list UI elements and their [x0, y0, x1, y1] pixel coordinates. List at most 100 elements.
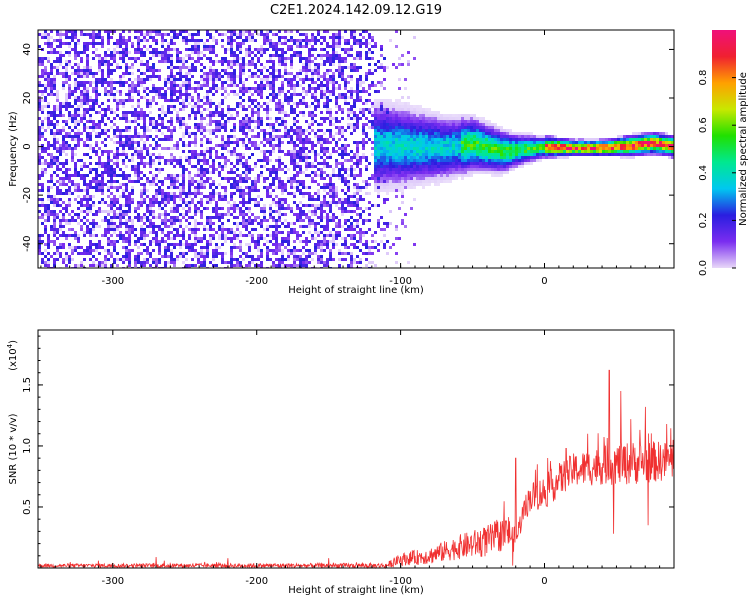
- spectrogram-cell: [104, 81, 107, 84]
- spectrogram-cell: [113, 60, 116, 63]
- spectrogram-cell: [254, 147, 257, 150]
- spectrogram-cell: [95, 180, 98, 183]
- spectrogram-cell: [41, 252, 44, 255]
- spectrogram-cell: [65, 72, 68, 75]
- spectrogram-cell: [326, 192, 329, 195]
- spectrogram-cell: [323, 225, 326, 228]
- spectrogram-cell: [311, 69, 314, 72]
- spectrogram-cell: [329, 111, 332, 114]
- spectrogram-cell: [125, 141, 128, 144]
- spectrogram-cell: [377, 117, 380, 120]
- spectrogram-cell: [281, 42, 284, 45]
- spectrogram-cell: [257, 258, 260, 261]
- spectrogram-cell: [188, 171, 191, 174]
- spectrogram-cell: [290, 84, 293, 87]
- spectrogram-cell: [143, 78, 146, 81]
- spectrogram-cell: [260, 255, 263, 258]
- spectrogram-cell: [311, 36, 314, 39]
- spectrogram-cell: [188, 189, 191, 192]
- spectrogram-cell: [329, 81, 332, 84]
- spectrogram-cell: [341, 132, 344, 135]
- spectrogram-cell: [134, 180, 137, 183]
- spectrogram-cell: [317, 243, 320, 246]
- spectrogram-cell: [101, 171, 104, 174]
- spectrogram-cell: [248, 30, 251, 33]
- spectrogram-cell: [302, 264, 305, 267]
- spectrogram-cell: [221, 207, 224, 210]
- spectrogram-cell: [224, 192, 227, 195]
- spectrogram-cell: [305, 261, 308, 264]
- spectrogram-cell: [218, 102, 221, 105]
- spectrogram-cell: [335, 132, 338, 135]
- spectrogram-cell: [218, 246, 221, 249]
- spectrogram-cell: [86, 138, 89, 141]
- spectrogram-cell: [62, 225, 65, 228]
- spectrogram-cell: [158, 123, 161, 126]
- spectrogram-cell: [128, 57, 131, 60]
- spectrogram-cell: [287, 264, 290, 267]
- spectrogram-cell: [233, 78, 236, 81]
- spectrogram-cell: [341, 117, 344, 120]
- spectrogram-cell: [62, 126, 65, 129]
- spectrogram-cell: [353, 246, 356, 249]
- spectrogram-cell: [101, 114, 104, 117]
- spectrogram-cell: [164, 138, 167, 141]
- spectrogram-cell: [236, 84, 239, 87]
- spectrogram-cell: [374, 156, 377, 159]
- spectrogram-cell: [257, 120, 260, 123]
- spectrogram-cell: [101, 234, 104, 237]
- spectrogram-cell: [188, 216, 191, 219]
- spectrogram-cell: [230, 135, 233, 138]
- spectrogram-cell: [173, 234, 176, 237]
- spectrogram-cell: [134, 48, 137, 51]
- spectrogram-cell: [365, 99, 368, 102]
- spectrogram-cell: [257, 180, 260, 183]
- spectrogram-cell: [65, 258, 68, 261]
- spectrogram-cell: [353, 228, 356, 231]
- spectrogram-cell: [323, 198, 326, 201]
- spectrogram-cell: [251, 102, 254, 105]
- spectrogram-cell: [38, 60, 41, 63]
- spectrogram-cell: [224, 237, 227, 240]
- spectrogram-cell: [263, 216, 266, 219]
- spectrogram-cell: [335, 105, 338, 108]
- spectrogram-cell: [356, 147, 359, 150]
- spectrogram-cell: [338, 264, 341, 267]
- spectrogram-cell: [341, 237, 344, 240]
- spectrogram-cell: [275, 231, 278, 234]
- spectrogram-cell: [86, 75, 89, 78]
- spectrogram-cell: [323, 183, 326, 186]
- spectrogram-cell: [326, 162, 329, 165]
- spectrogram-cell: [209, 99, 212, 102]
- spectrogram-cell: [83, 162, 86, 165]
- spectrogram-cell: [218, 198, 221, 201]
- spectrogram-cell: [131, 87, 134, 90]
- spectrogram-cell: [56, 90, 59, 93]
- spectrogram-cell: [179, 117, 182, 120]
- spectrogram-cell: [323, 243, 326, 246]
- spectrogram-cell: [350, 165, 353, 168]
- spectrogram-cell: [284, 153, 287, 156]
- spectrogram-cell: [167, 246, 170, 249]
- spectrogram-cell: [341, 204, 344, 207]
- spectrogram-cell: [107, 117, 110, 120]
- spectrogram-cell: [221, 243, 224, 246]
- spectrogram-cell: [41, 108, 44, 111]
- spectrogram-cell: [188, 222, 191, 225]
- spectrogram-cell: [161, 168, 164, 171]
- spectrogram-cell: [206, 150, 209, 153]
- spectrogram-cell: [104, 144, 107, 147]
- spectrogram-cell: [233, 117, 236, 120]
- spectrogram-cell: [155, 198, 158, 201]
- spectrogram-cell: [371, 114, 374, 117]
- spectrogram-cell: [242, 129, 245, 132]
- spectrogram-cell: [221, 216, 224, 219]
- spectrogram-cell: [62, 135, 65, 138]
- spectrogram-cell: [233, 207, 236, 210]
- spectrogram-cell: [317, 33, 320, 36]
- spectrogram-cell: [263, 165, 266, 168]
- spectrogram-cell: [116, 114, 119, 117]
- spectrogram-cell: [317, 234, 320, 237]
- spectrogram-cell: [56, 114, 59, 117]
- spectrogram-cell: [260, 48, 263, 51]
